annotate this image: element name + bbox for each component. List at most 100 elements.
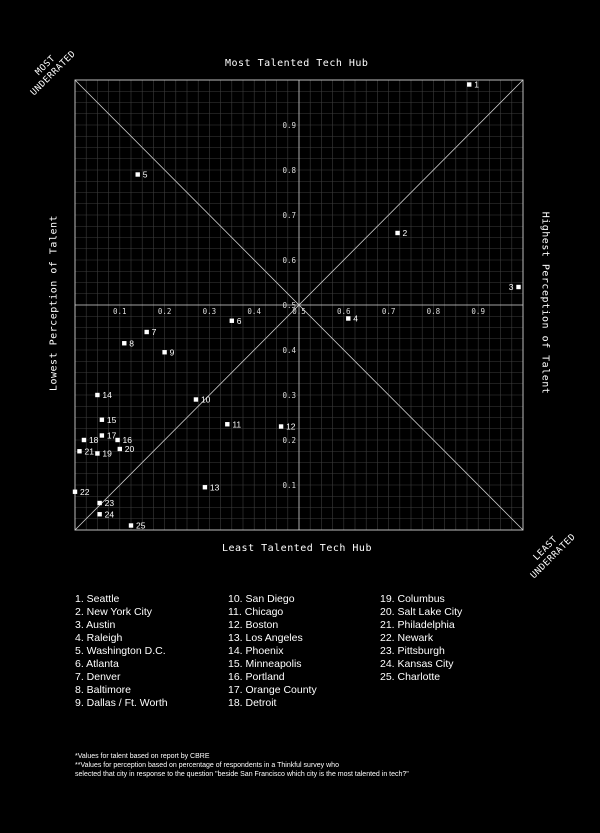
data-point-label: 1 — [474, 80, 479, 90]
x-tick-label: 0.9 — [471, 307, 485, 316]
data-point-label: 6 — [237, 316, 242, 326]
data-point-label: 13 — [210, 482, 220, 492]
x-tick-label: 0.5 — [292, 307, 306, 316]
data-point-marker — [99, 433, 105, 438]
legend-item: 13. Los Angeles — [228, 632, 303, 644]
legend-col-3: 19. Columbus 20. Salt Lake City 21. Philad… — [380, 593, 462, 684]
legend-item: 9. Dallas / Ft. Worth — [75, 697, 168, 709]
data-point-label: 17 — [107, 431, 117, 441]
data-point-label: 8 — [129, 338, 134, 348]
legend-col-1: 1. Seattle 2. New York City 3. Austin 4. Ra… — [75, 593, 168, 710]
legend-item: 22. Newark — [380, 632, 434, 644]
data-point-marker — [128, 523, 134, 528]
x-tick-label: 0.4 — [247, 307, 261, 316]
legend-item: 15. Minneapolis — [228, 658, 302, 670]
left-axis-label: Lowest Perception of Talent — [48, 214, 60, 392]
data-point-label: 18 — [89, 435, 99, 445]
footnote-2: **Values for perception based on percent… — [75, 762, 339, 769]
data-point-label: 2 — [403, 228, 408, 238]
legend-col-2: 10. San Diego 11. Chicago 12. Boston 13. Lo… — [228, 593, 317, 710]
footnote-1: *Values for talent based on report by CB… — [75, 753, 210, 760]
x-tick-label: 0.3 — [203, 307, 217, 316]
tick-labels: 0.1 0.2 0.3 0.4 0.5 0.6 0.7 0.8 0.9 0.9 0.8 0.7 0.6 0… — [113, 121, 485, 490]
data-point-marker — [99, 417, 105, 422]
legend-item: 3. Austin — [75, 619, 116, 631]
data-point-marker — [467, 82, 472, 87]
y-tick-label: 0.8 — [282, 166, 296, 175]
y-tick-label: 0.5 — [282, 301, 296, 310]
data-point-label: 19 — [102, 449, 112, 459]
data-point-marker — [117, 446, 122, 452]
data-point-marker — [193, 397, 199, 402]
data-point-label: 5 — [143, 170, 148, 180]
data-point-marker — [122, 341, 127, 346]
legend-item: 8. Baltimore — [75, 684, 132, 696]
data-point-marker — [229, 318, 234, 323]
data-point-marker — [162, 350, 167, 355]
data-point-label: 25 — [136, 521, 146, 531]
data-point-label: 21 — [84, 446, 94, 456]
data-point-marker — [202, 485, 208, 490]
x-tick-label: 0.8 — [427, 307, 441, 316]
right-axis-label: Highest Perception of Talent — [539, 211, 551, 395]
data-point-marker — [77, 449, 82, 454]
data-point-marker — [72, 489, 78, 494]
legend-item: 18. Detroit — [228, 697, 277, 709]
data-point-marker — [225, 422, 230, 427]
y-tick-label: 0.4 — [282, 346, 296, 355]
legend-item: 17. Orange County — [228, 684, 317, 696]
data-point-label: 16 — [123, 435, 133, 445]
legend-item: 23. Pittsburgh — [380, 645, 445, 657]
data-point-marker — [81, 437, 87, 443]
data-point-marker — [115, 437, 120, 443]
data-point-label: 9 — [170, 347, 175, 357]
footnote-3: selected that city in response to the qu… — [75, 771, 409, 778]
legend-item: 10. San Diego — [228, 593, 295, 605]
legend-item: 4. Raleigh — [75, 632, 123, 644]
y-tick-label: 0.7 — [282, 211, 296, 220]
legend-item: 20. Salt Lake City — [380, 606, 463, 618]
legend-item: 2. New York City — [75, 606, 153, 618]
footnotes: *Values for talent based on report by CB… — [75, 752, 575, 779]
x-tick-label: 0.6 — [337, 307, 351, 316]
data-point-marker — [395, 230, 400, 236]
chart-grid — [74, 79, 524, 531]
y-tick-label: 0.1 — [282, 481, 296, 490]
legend-item: 11. Chicago — [228, 606, 284, 618]
data-point-marker — [346, 316, 351, 321]
legend-item: 6. Atlanta — [75, 658, 119, 670]
legend-item: 5. Washington D.C. — [75, 645, 166, 657]
legend-item: 24. Kansas City — [380, 658, 454, 670]
top-axis-label: Most Talented Tech Hub — [225, 58, 369, 69]
data-point-marker — [95, 392, 100, 398]
data-point-label: 24 — [105, 509, 115, 519]
data-point-label: 23 — [105, 498, 115, 508]
data-point-marker — [97, 512, 102, 517]
data-point-label: 22 — [80, 487, 90, 497]
x-tick-label: 0.7 — [382, 307, 396, 316]
data-point-marker — [97, 500, 102, 506]
data-point-marker — [135, 172, 140, 177]
legend-item: 1. Seattle — [75, 593, 120, 605]
data-point-label: 10 — [201, 395, 211, 405]
legend-item: 25. Charlotte — [380, 671, 441, 683]
data-point-label: 15 — [107, 415, 117, 425]
legend-item: 21. Philadelphia — [380, 619, 455, 631]
legend-item: 16. Portland — [228, 671, 285, 683]
data-point-marker — [144, 329, 149, 335]
legend-item: 14. Phoenix — [228, 645, 284, 657]
data-point-label: 11 — [232, 419, 241, 429]
y-tick-label: 0.9 — [282, 121, 296, 130]
data-point-label: 4 — [353, 314, 358, 324]
x-tick-label: 0.1 — [113, 307, 127, 316]
y-tick-label: 0.6 — [282, 256, 296, 265]
data-point-label: 7 — [152, 327, 157, 337]
data-point-label: 3 — [509, 282, 514, 292]
data-point-marker — [95, 451, 100, 456]
legend-item: 19. Columbus — [380, 593, 445, 605]
data-point-marker — [516, 284, 521, 290]
scatter-chart: 0.1 0.2 0.3 0.4 0.5 0.6 0.7 0.8 0.9 0.9 0.8 0.7 0.6 0… — [72, 79, 524, 531]
data-point-label: 14 — [102, 390, 112, 400]
data-point-label: 12 — [286, 422, 296, 432]
